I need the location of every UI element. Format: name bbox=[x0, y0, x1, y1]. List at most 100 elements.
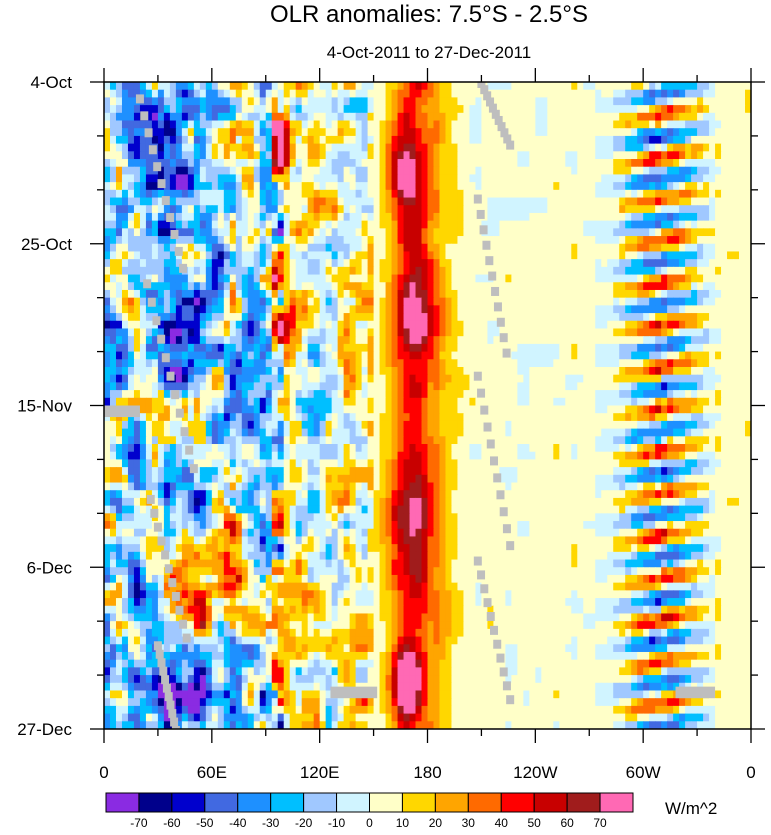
heatmap-cell bbox=[601, 97, 608, 106]
heatmap-cell bbox=[247, 251, 255, 260]
heatmap-cell bbox=[307, 174, 315, 183]
heatmap-cell bbox=[277, 274, 285, 283]
heatmap-cell bbox=[481, 343, 488, 353]
heatmap-cell bbox=[439, 366, 446, 376]
heatmap-cell bbox=[511, 166, 518, 175]
heatmap-cell bbox=[679, 390, 686, 399]
heatmap-cell bbox=[199, 143, 207, 152]
heatmap-cell bbox=[145, 236, 153, 245]
heatmap-cell bbox=[277, 212, 285, 222]
heatmap-cell bbox=[433, 135, 440, 145]
heatmap-cell bbox=[295, 343, 303, 353]
heatmap-cell bbox=[733, 282, 740, 291]
heatmap-cell bbox=[643, 413, 650, 422]
heatmap-cell bbox=[691, 405, 698, 414]
heatmap-cell bbox=[601, 266, 608, 276]
heatmap-cell bbox=[205, 197, 213, 206]
heatmap-cell bbox=[529, 220, 536, 229]
heatmap-cell bbox=[271, 205, 279, 214]
heatmap-cell bbox=[571, 313, 578, 322]
heatmap-cell bbox=[655, 351, 662, 360]
heatmap-cell bbox=[487, 120, 494, 129]
heatmap-cell bbox=[205, 313, 213, 322]
heatmap-cell bbox=[379, 343, 387, 353]
heatmap-cell bbox=[535, 220, 542, 229]
heatmap-cell bbox=[583, 266, 590, 276]
heatmap-cell bbox=[619, 135, 626, 145]
heatmap-cell bbox=[637, 220, 644, 229]
heatmap-cell bbox=[607, 128, 614, 137]
heatmap-cell bbox=[523, 274, 530, 283]
heatmap-cell bbox=[163, 343, 171, 353]
heatmap-cell bbox=[667, 397, 674, 406]
heatmap-cell bbox=[325, 112, 333, 122]
heatmap-cell bbox=[487, 143, 494, 152]
heatmap-cell bbox=[289, 336, 297, 345]
heatmap-cell bbox=[739, 274, 746, 283]
heatmap-cell bbox=[529, 236, 536, 245]
heatmap-cell bbox=[325, 336, 333, 345]
heatmap-cell bbox=[739, 313, 746, 322]
heatmap-cell bbox=[331, 366, 339, 376]
heatmap-cell bbox=[307, 143, 315, 152]
heatmap-cell bbox=[409, 282, 417, 291]
heatmap-cell bbox=[715, 105, 722, 114]
heatmap-cell bbox=[613, 282, 620, 291]
heatmap-cell bbox=[439, 374, 446, 383]
heatmap-cell bbox=[463, 82, 470, 91]
heatmap-cell bbox=[553, 89, 560, 98]
heatmap-cell bbox=[373, 420, 381, 430]
heatmap-cell bbox=[529, 320, 536, 329]
heatmap-cell bbox=[745, 343, 751, 353]
heatmap-cell bbox=[367, 397, 375, 406]
heatmap-cell bbox=[127, 128, 135, 137]
heatmap-cell bbox=[583, 351, 590, 360]
heatmap-cell bbox=[541, 105, 548, 114]
heatmap-cell bbox=[115, 382, 123, 391]
heatmap-cell bbox=[361, 366, 369, 376]
heatmap-cell bbox=[643, 305, 650, 314]
heatmap-cell bbox=[631, 313, 638, 322]
heatmap-cell bbox=[403, 336, 411, 345]
heatmap-cell bbox=[385, 343, 393, 353]
heatmap-cell bbox=[247, 420, 255, 430]
heatmap-cell bbox=[637, 189, 644, 199]
heatmap-cell bbox=[655, 189, 662, 199]
heatmap-cell bbox=[265, 282, 273, 291]
heatmap-cell bbox=[211, 359, 219, 368]
heatmap-cell bbox=[637, 382, 644, 391]
heatmap-cell bbox=[421, 212, 428, 222]
heatmap-cell bbox=[487, 313, 494, 322]
heatmap-cell bbox=[559, 143, 566, 152]
heatmap-cell bbox=[691, 89, 698, 98]
heatmap-cell bbox=[517, 112, 524, 122]
heatmap-cell bbox=[175, 197, 183, 206]
heatmap-cell bbox=[679, 374, 686, 383]
heatmap-cell bbox=[697, 420, 704, 430]
heatmap-cell bbox=[343, 205, 351, 214]
heatmap-cell bbox=[667, 135, 674, 145]
heatmap-cell bbox=[361, 228, 369, 237]
heatmap-cell bbox=[217, 189, 225, 199]
heatmap-cell bbox=[481, 105, 488, 114]
heatmap-cell bbox=[475, 259, 482, 268]
heatmap-cell bbox=[571, 343, 578, 353]
heatmap-cell bbox=[391, 313, 399, 322]
heatmap-cell bbox=[505, 382, 512, 391]
heatmap-cell bbox=[367, 374, 375, 383]
heatmap-cell bbox=[421, 112, 428, 122]
heatmap-cell bbox=[349, 243, 357, 252]
heatmap-cell bbox=[199, 135, 207, 145]
heatmap-cell bbox=[211, 205, 219, 214]
heatmap-cell bbox=[397, 82, 405, 91]
heatmap-cell bbox=[745, 366, 751, 376]
heatmap-cell bbox=[547, 266, 554, 276]
heatmap-cell bbox=[505, 274, 512, 283]
heatmap-cell bbox=[175, 143, 183, 152]
heatmap-cell bbox=[169, 305, 177, 314]
heatmap-cell bbox=[163, 297, 171, 306]
heatmap-cell bbox=[343, 305, 351, 314]
heatmap-cell bbox=[265, 382, 273, 391]
heatmap-cell bbox=[691, 359, 698, 368]
heatmap-cell bbox=[289, 135, 297, 145]
